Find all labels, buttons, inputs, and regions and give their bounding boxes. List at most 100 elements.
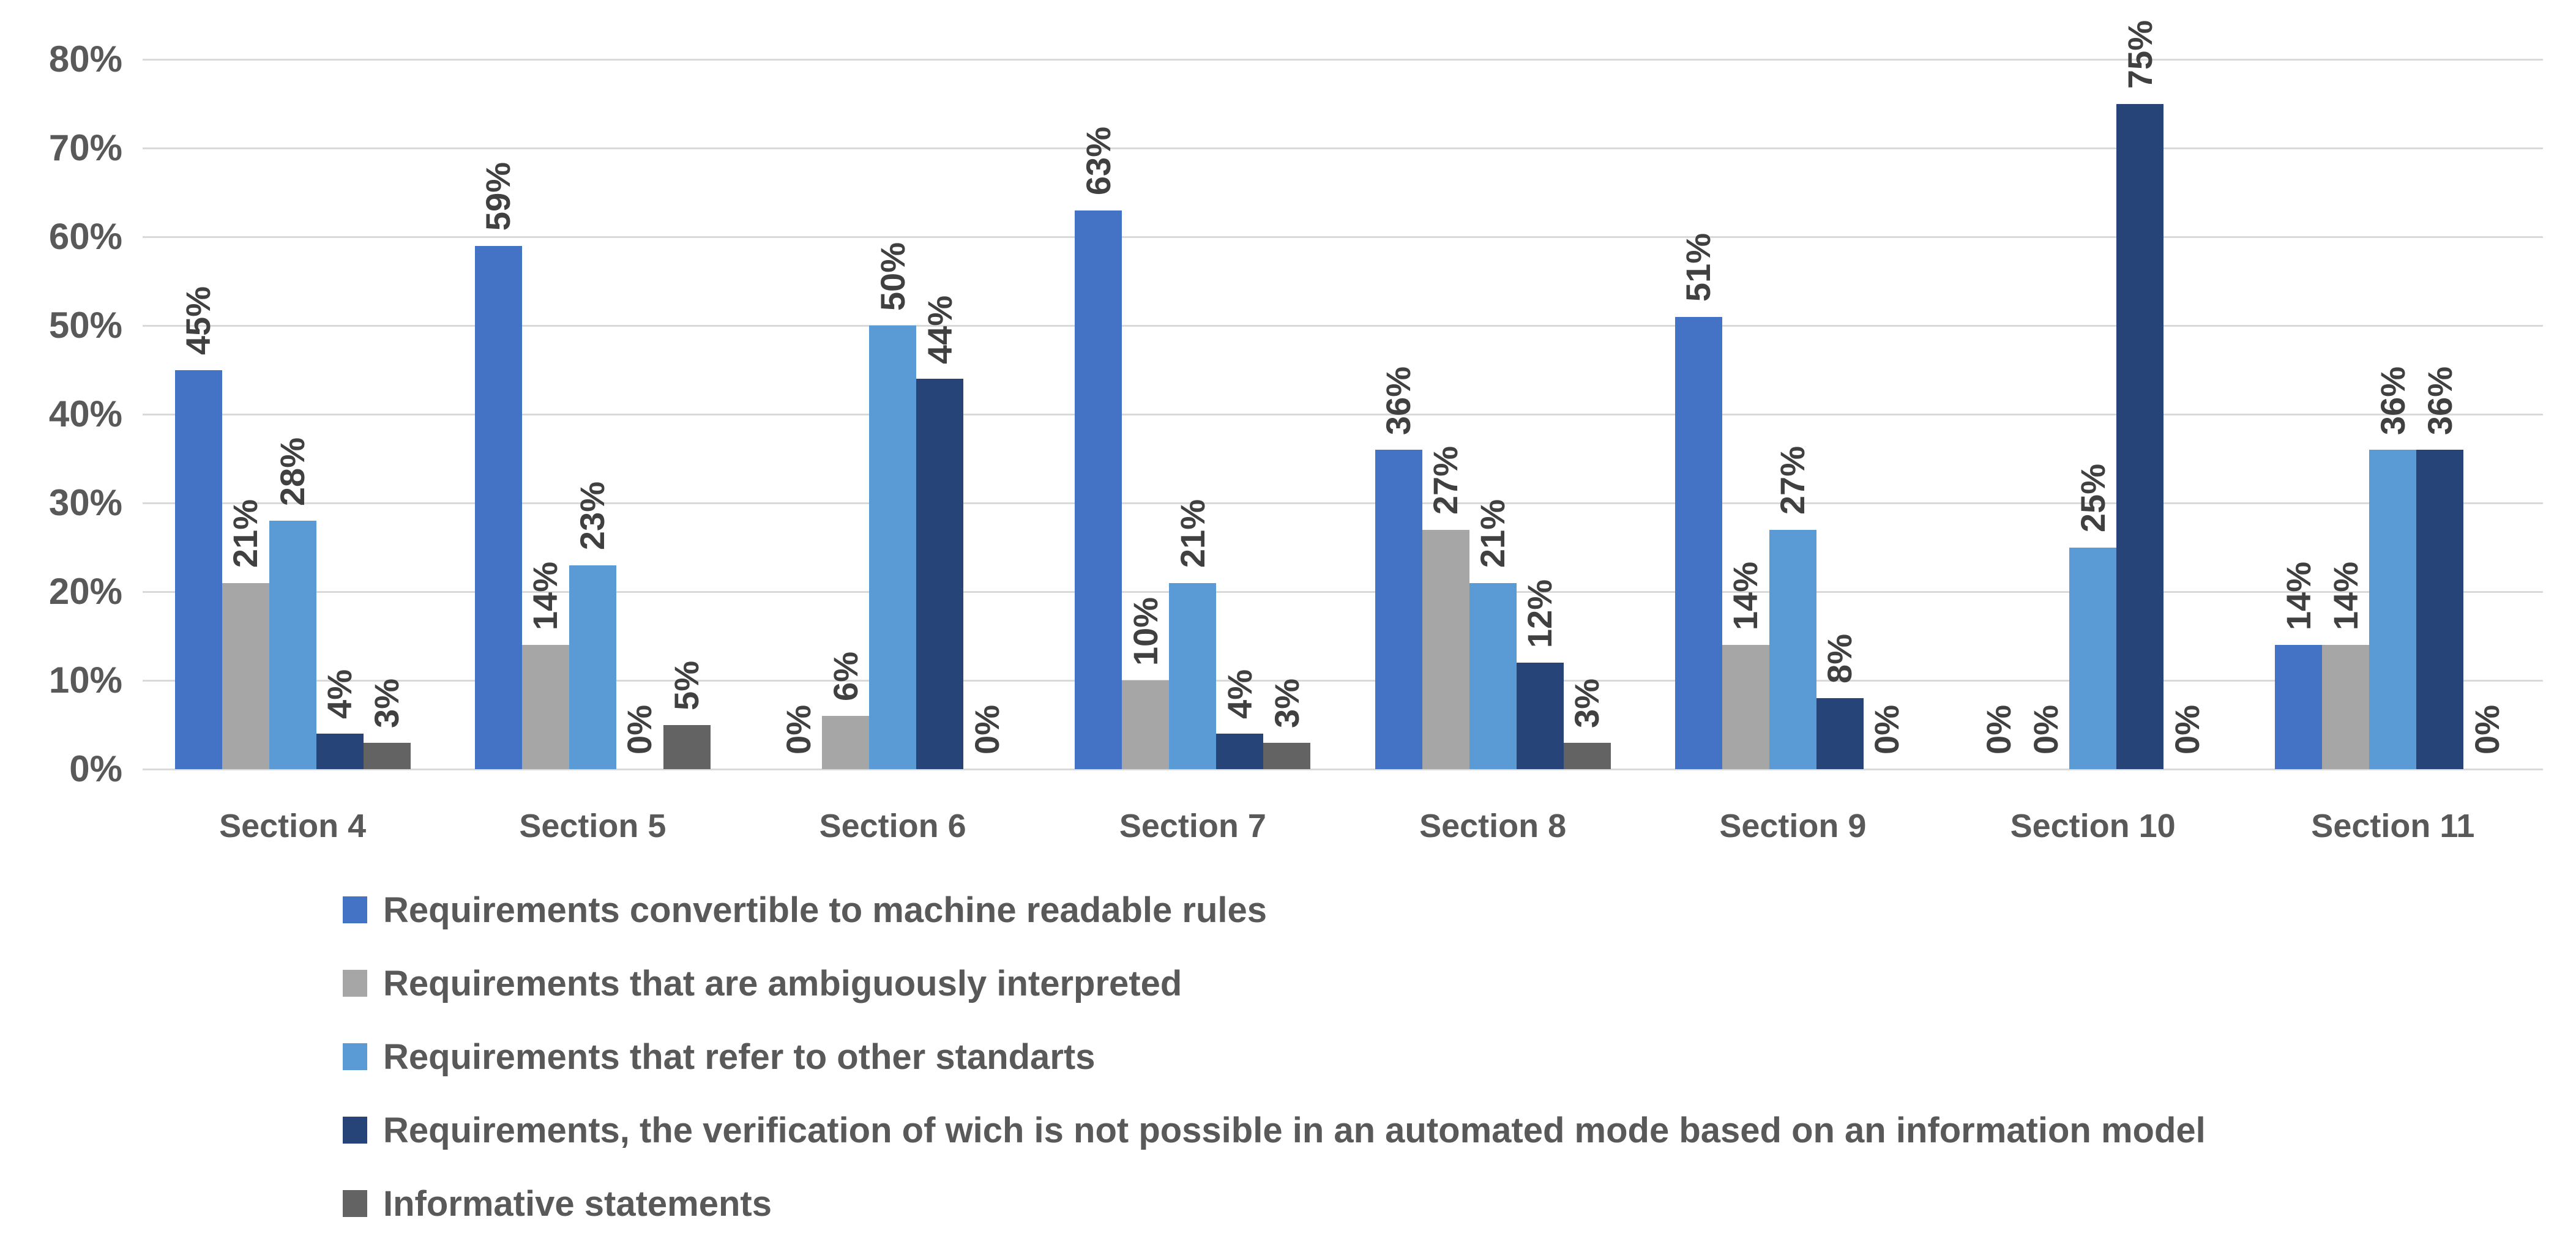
bar-value-label: 0% — [620, 705, 659, 754]
y-axis-tick-label: 0% — [69, 748, 122, 789]
bar-value-label: 3% — [367, 678, 406, 728]
bar-value-label: 50% — [873, 242, 912, 311]
bar — [663, 724, 711, 769]
legend-item: Informative statements — [343, 1179, 772, 1228]
bar-value-label: 0% — [2467, 705, 2506, 754]
bar-value-label: 0% — [967, 705, 1006, 754]
x-axis-category-label: Section 8 — [1419, 808, 1567, 844]
bar-value-label: 3% — [1567, 678, 1607, 728]
bar — [869, 326, 917, 769]
bar-value-label: 36% — [1379, 366, 1418, 435]
bar-value-label: 21% — [226, 499, 265, 568]
bar-value-label: 0% — [1979, 705, 2018, 754]
bar-value-label: 25% — [2073, 464, 2112, 533]
legend-label: Informative statements — [383, 1183, 772, 1224]
bar-value-label: 0% — [1867, 705, 1906, 754]
bar-value-label: 59% — [479, 162, 518, 231]
bar-value-label: 21% — [1473, 499, 1512, 568]
bar-value-label: 63% — [1078, 127, 1118, 196]
bar — [1075, 210, 1122, 769]
bar — [222, 582, 269, 769]
legend-swatch — [343, 896, 367, 923]
bar-value-label: 51% — [1679, 233, 1718, 302]
bar-value-label: 75% — [2120, 20, 2159, 89]
bar — [363, 742, 411, 769]
gridline — [143, 58, 2543, 61]
x-axis-category-label: Section 4 — [219, 808, 367, 844]
bar-value-label: 10% — [1126, 597, 1165, 666]
bar — [269, 521, 316, 769]
bar — [1375, 450, 1422, 769]
y-axis-tick-label: 20% — [48, 571, 122, 612]
bar — [822, 716, 870, 769]
bar — [1122, 680, 1170, 769]
gridline — [143, 590, 2543, 593]
x-axis-category-label: Section 6 — [819, 808, 966, 844]
legend-label: Requirements that are ambiguously interp… — [383, 963, 1182, 1003]
gridline — [143, 236, 2543, 238]
y-axis-tick-label: 30% — [48, 482, 122, 523]
bar-value-label: 12% — [1520, 579, 1559, 648]
bar — [1816, 698, 1864, 769]
bar — [2416, 450, 2464, 769]
y-axis-tick-label: 80% — [48, 39, 122, 80]
bar — [916, 379, 964, 769]
bar-value-label: 45% — [179, 286, 218, 355]
gridline — [143, 679, 2543, 682]
bar-value-label: 14% — [2326, 561, 2365, 630]
gridline — [143, 413, 2543, 415]
x-axis-category-label: Section 5 — [519, 808, 666, 844]
legend-label: Requirements, the verification of wich i… — [383, 1110, 2206, 1150]
bar — [2275, 645, 2323, 769]
bar-value-label: 8% — [1820, 634, 1859, 683]
bar — [2322, 645, 2370, 769]
bar — [1169, 582, 1217, 769]
bar — [521, 645, 569, 769]
gridline — [143, 768, 2543, 770]
legend-swatch — [343, 970, 367, 997]
bar-value-label: 0% — [2167, 705, 2206, 754]
bar — [2369, 450, 2417, 769]
legend-item: Requirements convertible to machine read… — [343, 885, 1267, 934]
bar-value-label: 3% — [1267, 678, 1306, 728]
x-axis-category-label: Section 10 — [2010, 808, 2176, 844]
bar-value-label: 27% — [1426, 446, 1465, 515]
gridline — [143, 147, 2543, 149]
bar — [1722, 645, 1769, 769]
bar — [1563, 742, 1611, 769]
gridline — [143, 324, 2543, 327]
bar — [474, 245, 522, 769]
bar — [1769, 529, 1816, 769]
bar — [316, 734, 364, 769]
bar — [1263, 742, 1311, 769]
bar — [1422, 529, 1469, 769]
bar — [2069, 547, 2117, 769]
bar-value-label: 14% — [526, 561, 565, 630]
bar-value-label: 0% — [778, 705, 818, 754]
y-axis-tick-label: 10% — [48, 660, 122, 701]
x-axis-category-label: Section 7 — [1119, 808, 1266, 844]
bar-value-label: 21% — [1173, 499, 1212, 568]
bar-value-label: 23% — [573, 482, 612, 551]
bar — [1469, 582, 1517, 769]
legend-item: Requirements, the verification of wich i… — [343, 1106, 2206, 1155]
bar-value-label: 14% — [2279, 561, 2318, 630]
x-axis-category-label: Section 9 — [1719, 808, 1867, 844]
bar — [174, 370, 222, 769]
bar-value-label: 4% — [1220, 669, 1259, 719]
bar-value-label: 6% — [826, 652, 865, 701]
y-axis-tick-label: 40% — [48, 393, 122, 434]
bar-value-label: 5% — [667, 660, 706, 710]
bar — [1674, 316, 1722, 769]
y-axis-tick-label: 70% — [48, 127, 122, 168]
bar-value-label: 14% — [1726, 561, 1765, 630]
y-axis-tick-label: 60% — [48, 216, 122, 257]
legend-item: Requirements that refer to other standar… — [343, 1032, 1095, 1081]
bar-value-label: 4% — [320, 669, 359, 719]
legend-item: Requirements that are ambiguously interp… — [343, 959, 1182, 1008]
legend-label: Requirements that refer to other standar… — [383, 1037, 1096, 1077]
legend-swatch — [343, 1117, 367, 1144]
bar — [1516, 663, 1564, 769]
bar — [569, 565, 616, 769]
